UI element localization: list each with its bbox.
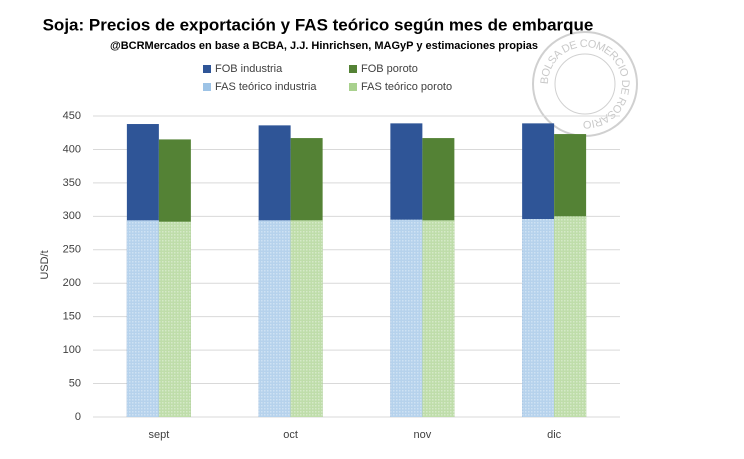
y-tick-label: 300 [63,210,81,222]
legend-swatch [349,65,357,73]
bar-texture [522,219,555,417]
y-tick-label: 400 [63,143,81,155]
bar-texture [422,220,455,417]
y-axis-label: USD/t [39,250,51,279]
legend-label: FOB industria [215,63,283,75]
legend-label: FAS teórico industria [215,81,317,93]
legend-swatch [203,83,211,91]
x-tick-label: dic [547,429,562,441]
bar-texture [290,220,323,417]
x-tick-label: nov [414,429,432,441]
bar-texture [258,220,291,417]
legend-label: FOB poroto [361,63,418,75]
chart-subtitle: @BCRMercados en base a BCBA, J.J. Hinric… [110,40,538,52]
y-tick-label: 50 [69,377,81,389]
watermark: BOLSA DE COMERCIO DE ROSARIO [532,31,638,137]
y-tick-label: 0 [75,411,81,423]
y-tick-label: 450 [63,110,81,122]
chart-title: Soja: Precios de exportación y FAS teóri… [43,15,594,34]
legend-swatch [203,65,211,73]
bar-texture [554,216,587,417]
y-tick-label: 200 [63,277,81,289]
y-tick-label: 350 [63,177,81,189]
x-tick-label: oct [283,429,298,441]
y-tick-label: 100 [63,344,81,356]
bar-texture [390,219,423,417]
legend-label: FAS teórico poroto [361,81,452,93]
y-tick-label: 250 [63,244,81,256]
bar-texture [158,221,191,417]
y-tick-label: 150 [63,311,81,323]
bar-texture [126,220,159,417]
x-tick-label: sept [148,429,169,441]
legend-swatch [349,83,357,91]
